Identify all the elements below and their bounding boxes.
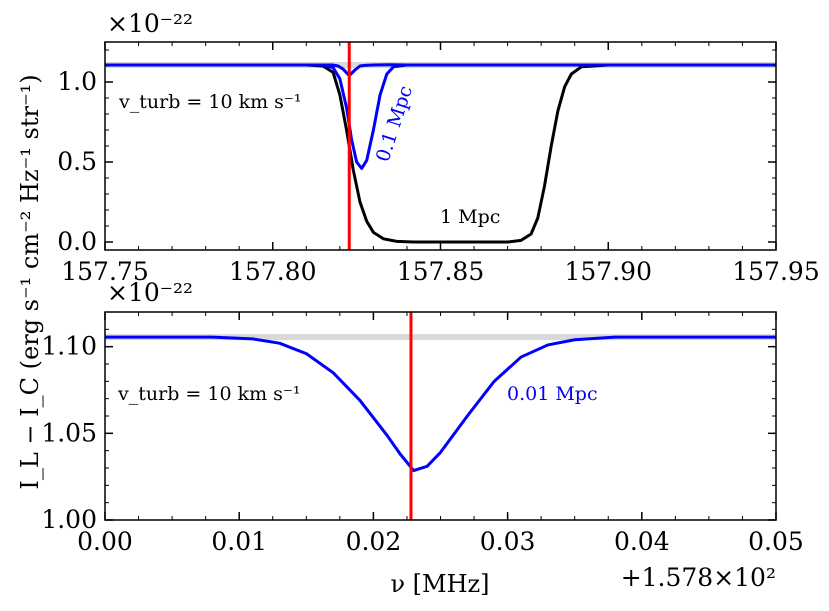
- top-x-tick-label: 157.95: [732, 257, 819, 286]
- top-x-tick-label: 157.90: [565, 257, 652, 286]
- bottom-series-0.01-mpc: [105, 335, 776, 473]
- top-x-tick-label: 157.75: [61, 257, 148, 286]
- top-y-tick-label: 0.5: [57, 147, 97, 176]
- bottom-scale-label: ×10⁻²²: [107, 278, 193, 307]
- top-y-tick-label: 0.0: [57, 227, 97, 256]
- top-panel: ×10⁻²² v_turb = 10 km s⁻¹ 0.1 Mpc 1 Mpc …: [57, 9, 820, 286]
- y-axis-label: I_L − I_C (erg s⁻¹ cm⁻² Hz⁻¹ str⁻¹): [16, 74, 44, 489]
- bottom-x-tick-label: 0.02: [346, 527, 402, 556]
- bottom-series-group: [105, 334, 776, 473]
- x-axis-label: ν [MHz]: [390, 570, 489, 598]
- bottom-y-tick-label: 1.00: [41, 505, 97, 534]
- top-axes-frame: [104, 41, 777, 251]
- top-y-tick-label: 1.0: [57, 67, 97, 96]
- top-x-tick-label: 157.80: [229, 257, 316, 286]
- top-ticks: 157.75 157.80 157.85 157.90 157.95 0.0 0.5 1.0: [57, 42, 820, 286]
- top-x-tick-label: 157.85: [397, 257, 484, 286]
- top-series-group: [105, 62, 776, 244]
- top-scale-label: ×10⁻²²: [107, 9, 193, 38]
- top-vturb-annotation: v_turb = 10 km s⁻¹: [118, 91, 302, 113]
- bottom-y-tick-label: 1.05: [41, 418, 97, 447]
- bottom-x-tick-label: 0.03: [480, 527, 536, 556]
- bottom-ticks: 0.00 0.01 0.02 0.03 0.04 0.05 1.00 1.05 1.10: [41, 311, 804, 556]
- bottom-x-tick-label: 0.00: [77, 527, 133, 556]
- bottom-axes-frame: [104, 311, 777, 521]
- bottom-panel: ×10⁻²² v_turb = 10 km s⁻¹ 0.01 Mpc 0.00 0…: [41, 278, 804, 598]
- bottom-label-0.01-mpc: 0.01 Mpc: [507, 383, 598, 405]
- bottom-x-tick-label: 0.04: [614, 527, 670, 556]
- top-series-0.01-mpc: [105, 63, 776, 78]
- bottom-x-tick-label: 0.05: [748, 527, 804, 556]
- bottom-x-tick-label: 0.01: [211, 527, 267, 556]
- top-series-0.1-mpc: [105, 63, 776, 170]
- x-offset-label: +1.578×10²: [621, 563, 776, 592]
- top-label-1-mpc: 1 Mpc: [440, 206, 500, 228]
- bottom-vturb-annotation: v_turb = 10 km s⁻¹: [117, 383, 301, 405]
- bottom-y-tick-label: 1.10: [41, 332, 97, 361]
